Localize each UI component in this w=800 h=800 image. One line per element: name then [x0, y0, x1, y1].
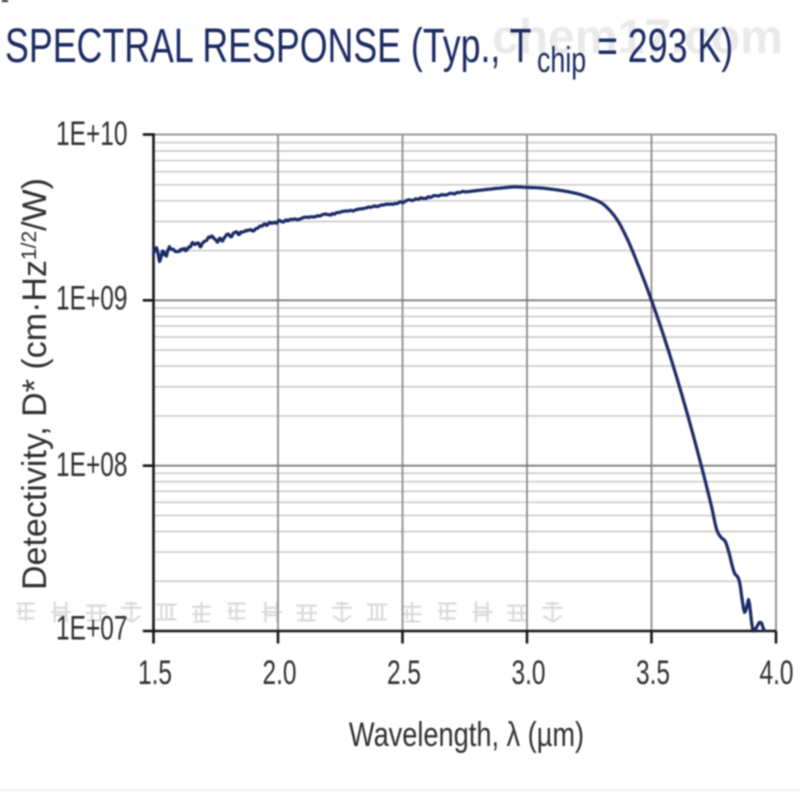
- svg-text:3.0: 3.0: [511, 654, 545, 692]
- svg-text:1.5: 1.5: [138, 654, 172, 692]
- svg-text:1E+10: 1E+10: [56, 115, 127, 153]
- svg-text:= 293 K): = 293 K): [597, 19, 733, 72]
- svg-text:chip: chip: [537, 39, 586, 80]
- svg-text:chem17.com: chem17.com: [492, 11, 783, 64]
- svg-text:SPECTRAL RESPONSE (Typ., T: SPECTRAL RESPONSE (Typ., T: [5, 19, 531, 72]
- svg-text:1E+09: 1E+09: [56, 280, 127, 318]
- svg-text:4.0: 4.0: [759, 654, 793, 692]
- svg-text:Wavelength, λ (µm): Wavelength, λ (µm): [349, 715, 584, 754]
- svg-text:1E+07: 1E+07: [56, 610, 127, 648]
- svg-text:3.5: 3.5: [636, 654, 670, 692]
- svg-text:2.5: 2.5: [387, 654, 421, 692]
- svg-text:1E+08: 1E+08: [56, 446, 127, 484]
- svg-text:2.0: 2.0: [262, 654, 296, 692]
